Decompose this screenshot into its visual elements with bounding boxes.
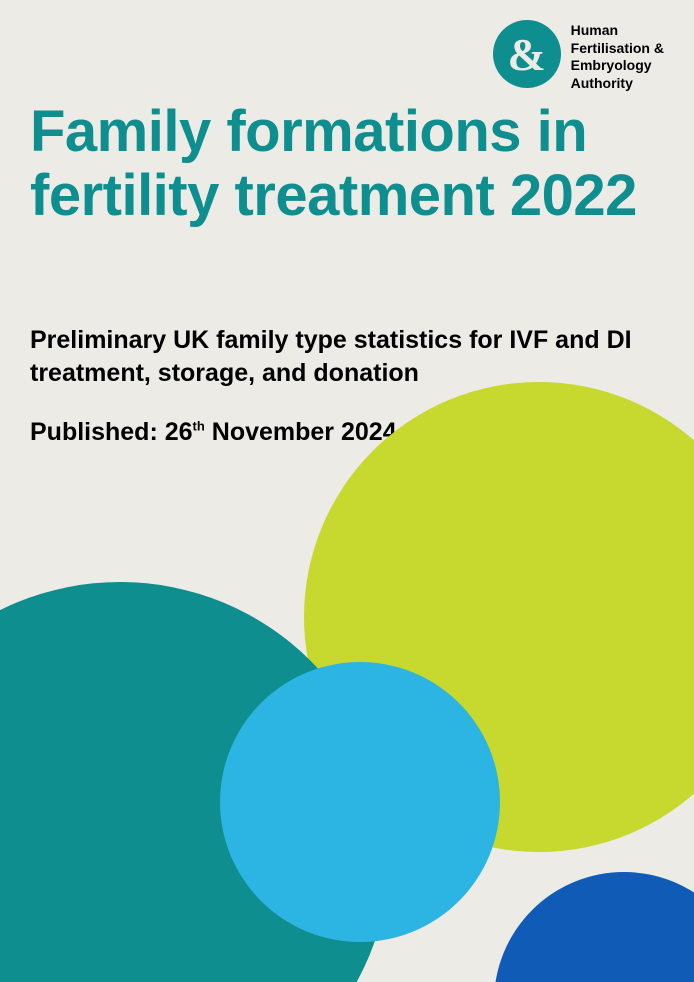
lightblue-circle-icon	[220, 662, 500, 942]
publication-date: Published: 26th November 2024	[30, 418, 397, 447]
decorative-circles	[0, 382, 694, 982]
org-name-line: Human	[571, 22, 664, 40]
teal-circle-icon	[0, 582, 390, 982]
org-name-line: Authority	[571, 75, 664, 93]
cover-page: & Human Fertilisation & Embryology Autho…	[0, 0, 694, 982]
organization-name: Human Fertilisation & Embryology Authori…	[571, 20, 664, 92]
published-prefix: Published: 26	[30, 418, 193, 446]
org-name-line: Embryology	[571, 57, 664, 75]
org-name-line: Fertilisation &	[571, 40, 664, 58]
report-subtitle: Preliminary UK family type statistics fo…	[30, 324, 664, 389]
logo-glyph: &	[507, 28, 545, 81]
ampersand-logo-icon: &	[493, 20, 561, 88]
published-ordinal: th	[193, 419, 205, 434]
published-suffix: November 2024	[205, 418, 397, 446]
lime-circle-icon	[304, 382, 694, 852]
darkblue-circle-icon	[494, 872, 694, 982]
report-title: Family formations in fertility treatment…	[30, 100, 664, 228]
header-logo-area: & Human Fertilisation & Embryology Autho…	[493, 20, 664, 92]
